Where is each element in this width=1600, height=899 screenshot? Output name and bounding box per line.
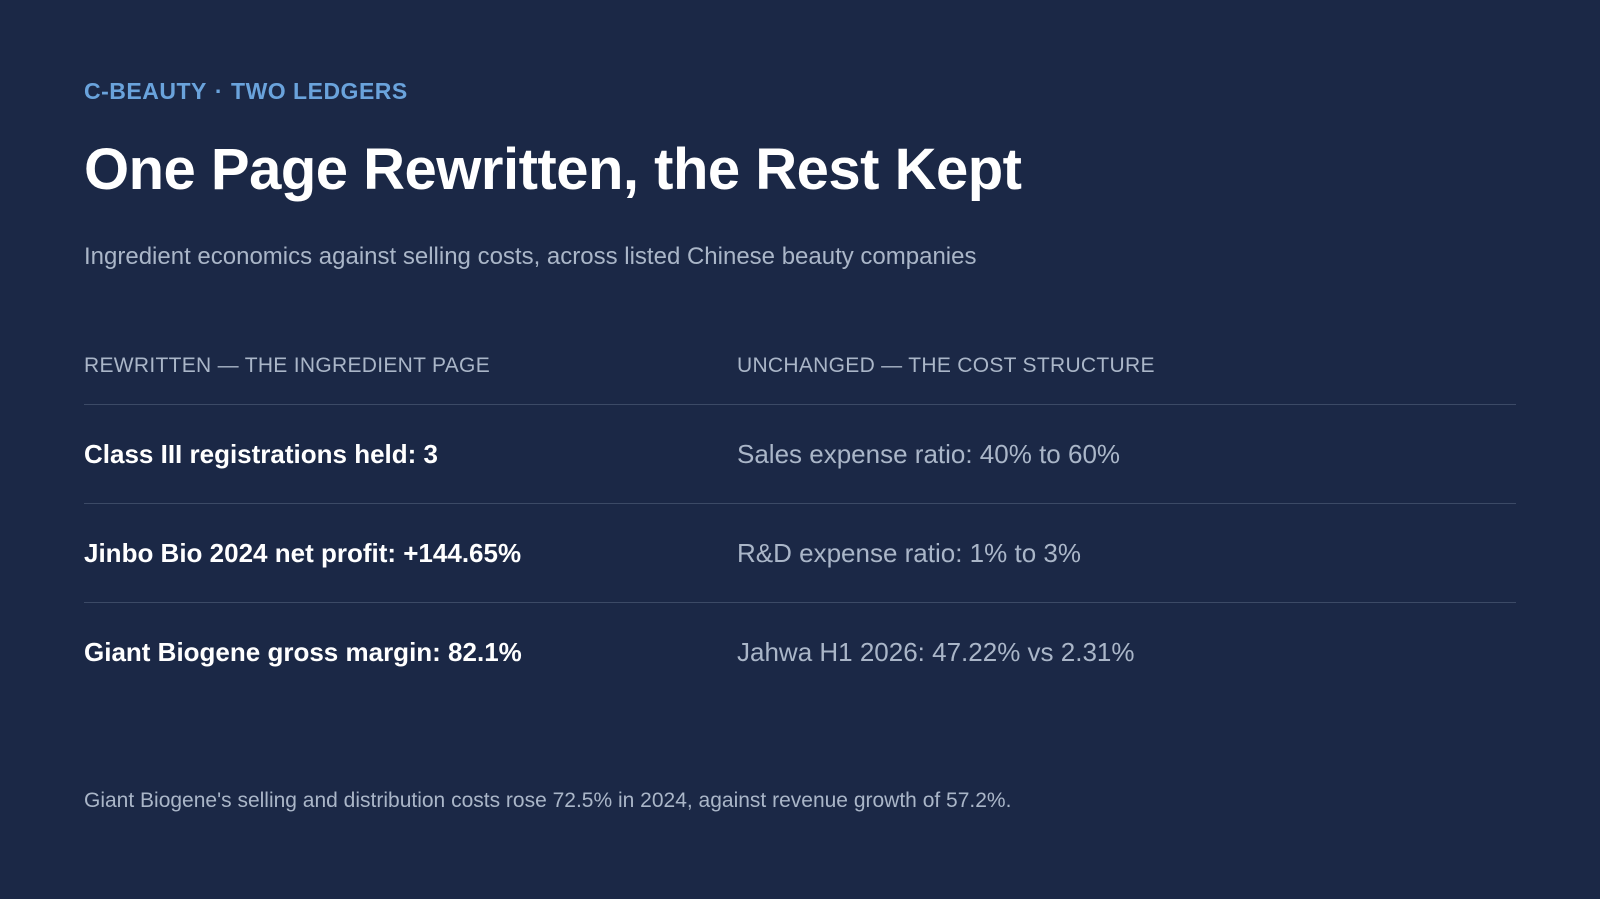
footnote: Giant Biogene's selling and distribution… — [84, 789, 1012, 812]
rewritten-cell: Jinbo Bio 2024 net profit: +144.65% — [84, 537, 522, 568]
page-subtitle: Ingredient economics against selling cos… — [84, 243, 977, 270]
page-title: One Page Rewritten, the Rest Kept — [84, 137, 1022, 202]
kicker-category: C-BEAUTY — [84, 78, 207, 104]
table-row: Class III registrations held: 3 Sales ex… — [84, 405, 1516, 504]
unchanged-cell: Jahwa H1 2026: 47.22% vs 2.31% — [737, 636, 1135, 667]
ledger-table: REWRITTEN — THE INGREDIENT PAGE UNCHANGE… — [84, 346, 1516, 701]
column-header-unchanged: UNCHANGED — THE COST STRUCTURE — [737, 354, 1155, 377]
unchanged-cell: Sales expense ratio: 40% to 60% — [737, 438, 1121, 469]
kicker: C-BEAUTY · TWO LEDGERS — [84, 78, 408, 105]
table-row: Giant Biogene gross margin: 82.1% Jahwa … — [84, 603, 1516, 701]
column-header-rewritten: REWRITTEN — THE INGREDIENT PAGE — [84, 354, 491, 377]
ledger-header-row: REWRITTEN — THE INGREDIENT PAGE UNCHANGE… — [84, 346, 1516, 405]
kicker-separator: · — [214, 78, 224, 104]
kicker-topic: TWO LEDGERS — [231, 78, 408, 104]
unchanged-cell: R&D expense ratio: 1% to 3% — [737, 537, 1081, 568]
table-row: Jinbo Bio 2024 net profit: +144.65% R&D … — [84, 504, 1516, 603]
rewritten-cell: Giant Biogene gross margin: 82.1% — [84, 636, 522, 667]
rewritten-cell: Class III registrations held: 3 — [84, 438, 438, 469]
